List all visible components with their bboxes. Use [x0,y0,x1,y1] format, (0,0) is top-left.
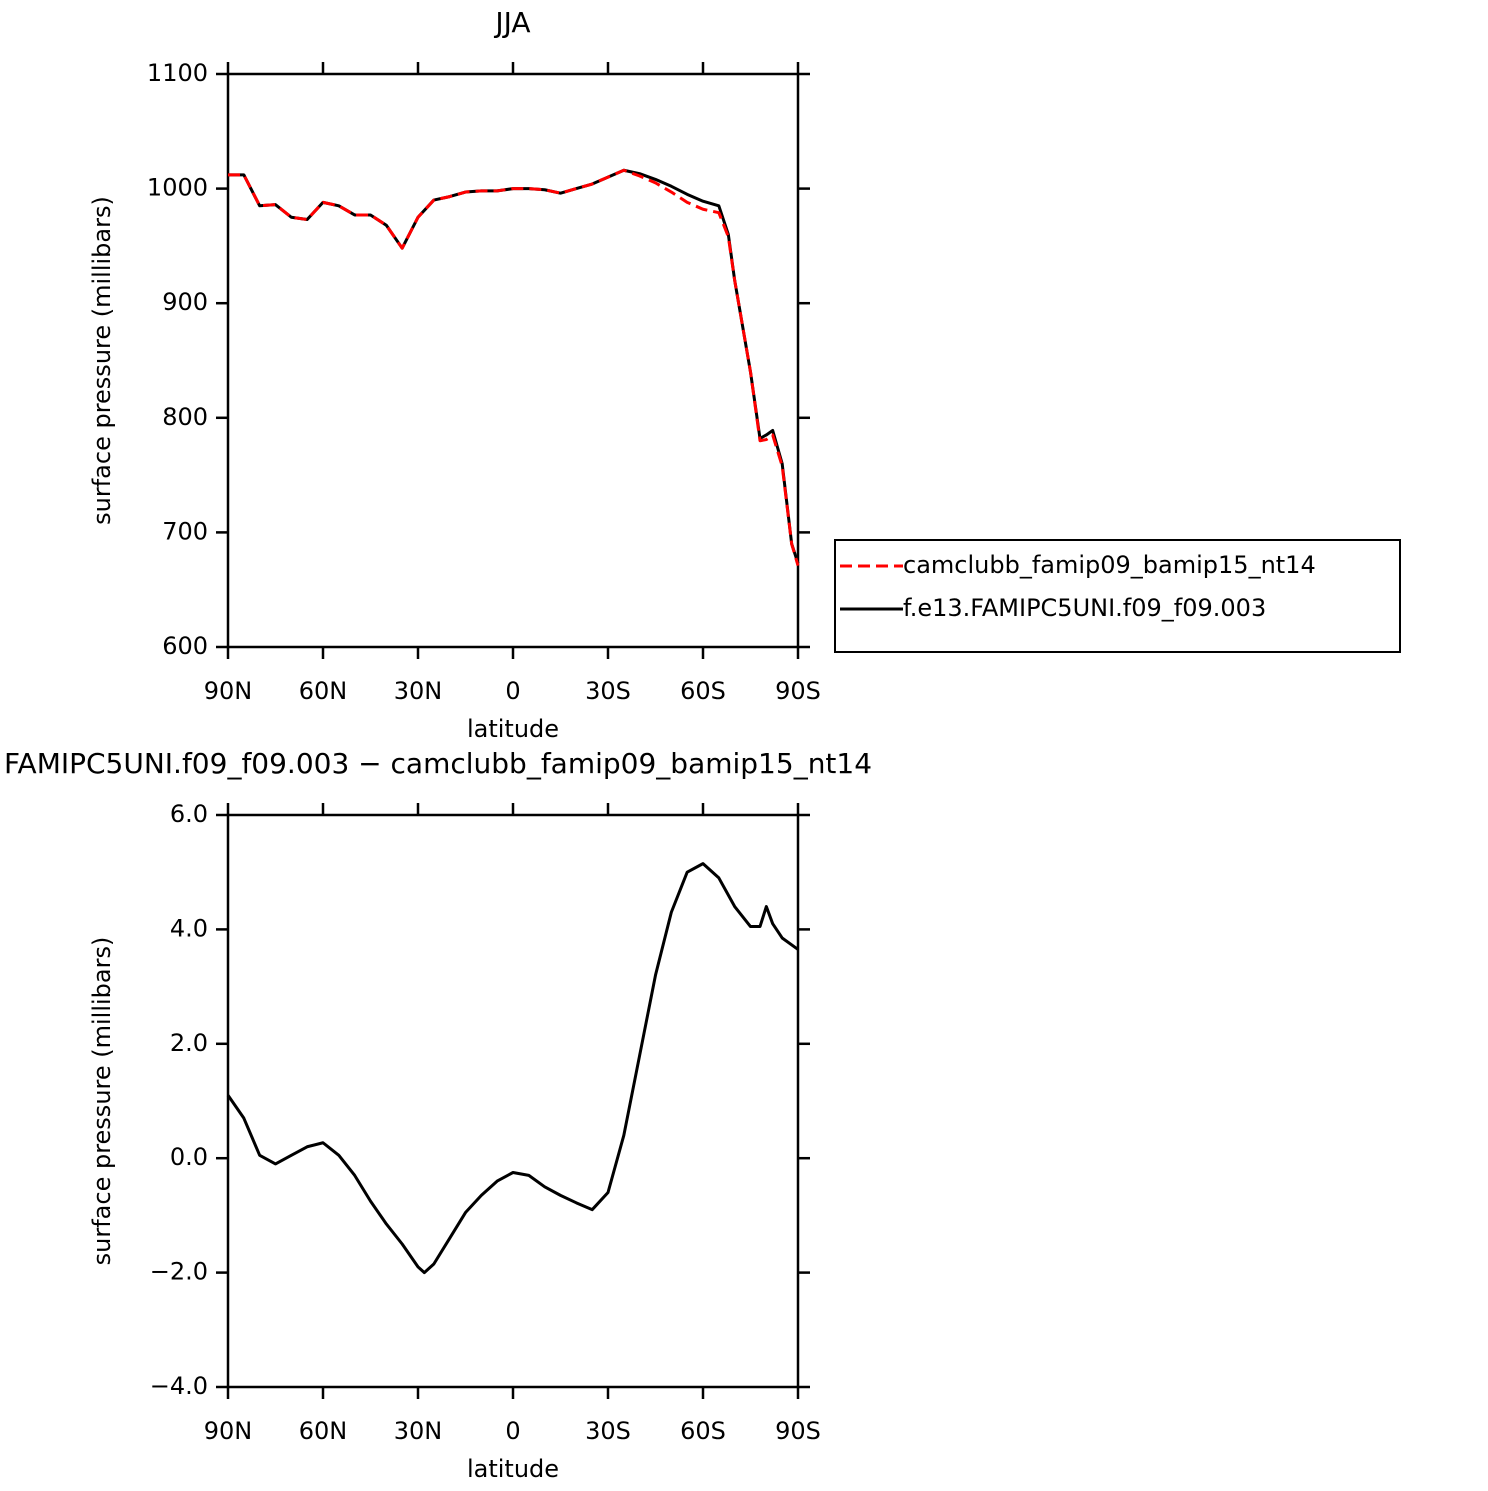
x-axis-label: latitude [467,1455,559,1483]
plot-frame [226,813,800,1389]
plot-frame [226,72,800,649]
x-tick-label: 60S [680,1417,726,1445]
x-tick-label: 60N [299,1417,348,1445]
y-tick-label: 0.0 [170,1143,208,1171]
x-tick-label: 0 [505,1417,520,1445]
y-tick-label: 6.0 [170,800,208,828]
y-tick-label: 700 [162,517,208,545]
x-tick-label: 90N [204,677,253,705]
chart-title: FAMIPC5UNI.f09_f09.003 − camclubb_famip0… [4,747,872,780]
legend-box [834,539,1401,653]
x-tick-label: 90N [204,1417,253,1445]
x-axis-label: latitude [467,715,559,743]
y-tick-label: 1000 [147,174,208,202]
y-tick-label: 4.0 [170,914,208,942]
y-axis-label: surface pressure (millibars) [88,196,116,525]
y-axis-label: surface pressure (millibars) [88,937,116,1266]
x-tick-label: 90S [775,677,821,705]
y-tick-label: 2.0 [170,1029,208,1057]
x-tick-label: 0 [505,677,520,705]
legend-label: f.e13.FAMIPC5UNI.f09_f09.003 [903,594,1266,622]
series-line [226,862,799,1275]
x-tick-label: 60S [680,677,726,705]
y-tick-label: −2.0 [150,1258,208,1286]
legend-label: camclubb_famip09_bamip15_nt14 [903,551,1316,579]
series-line [228,168,800,567]
x-tick-label: 30S [585,677,631,705]
y-tick-label: 800 [162,403,208,431]
chart-title: JJA [493,6,530,39]
x-tick-label: 30N [394,1417,443,1445]
x-tick-label: 30S [585,1417,631,1445]
series-line [228,168,800,564]
y-tick-label: −4.0 [150,1372,208,1400]
x-tick-label: 30N [394,677,443,705]
x-tick-label: 90S [775,1417,821,1445]
y-tick-label: 600 [162,632,208,660]
x-tick-label: 60N [299,677,348,705]
y-tick-label: 1100 [147,59,208,87]
y-tick-label: 900 [162,288,208,316]
